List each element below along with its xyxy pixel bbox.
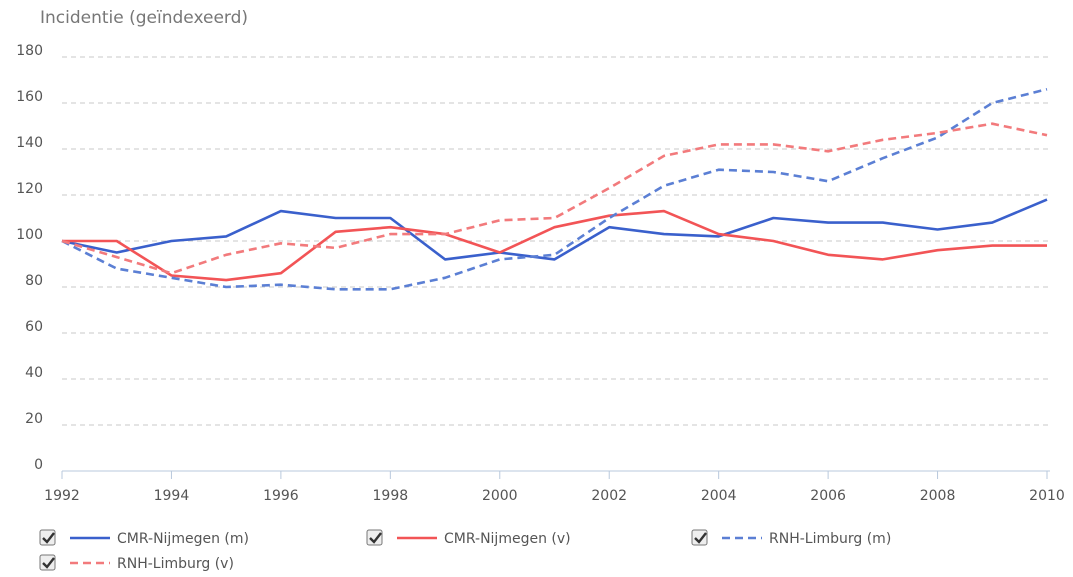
series-line	[62, 209, 1047, 282]
y-tick-label: 100	[16, 227, 43, 243]
y-tick-label: 140	[16, 135, 43, 151]
x-tick-label: 2006	[810, 488, 846, 504]
x-tick-label: 1996	[263, 488, 299, 504]
legend-checkbox[interactable]	[366, 529, 383, 546]
y-axis-title: Incidentie (geïndexeerd)	[40, 8, 248, 28]
legend-checkbox[interactable]	[39, 554, 56, 571]
x-tick-label: 1994	[154, 488, 190, 504]
y-tick-label: 120	[16, 181, 43, 197]
series-line	[61, 122, 1048, 275]
legend-label[interactable]: CMR-Nijmegen (m)	[117, 531, 249, 547]
legend-checkbox[interactable]	[39, 529, 56, 546]
y-tick-label: 0	[34, 457, 43, 473]
x-tick-label: 2004	[701, 488, 737, 504]
y-tick-label: 160	[16, 89, 43, 105]
series-line	[61, 198, 1048, 261]
y-tick-label: 80	[25, 273, 43, 289]
y-tick-label: 40	[25, 365, 43, 381]
legend-label[interactable]: RNH-Limburg (v)	[117, 556, 234, 572]
checkmark	[369, 532, 382, 544]
x-tick-label: 2010	[1029, 488, 1065, 504]
y-tick-label: 180	[16, 43, 43, 59]
series-line	[61, 87, 1048, 291]
checkmark	[694, 532, 707, 544]
x-tick-label: 1998	[373, 488, 409, 504]
x-tick-label: 2002	[591, 488, 627, 504]
y-tick-label: 60	[25, 319, 43, 335]
x-tick-label: 1992	[44, 488, 80, 504]
y-tick-label: 20	[25, 411, 43, 427]
x-tick-label: 2008	[920, 488, 956, 504]
x-tick-label: 2000	[482, 488, 518, 504]
checkmark	[42, 532, 55, 544]
checkmark	[42, 557, 55, 569]
legend-checkbox[interactable]	[691, 529, 708, 546]
legend-label[interactable]: CMR-Nijmegen (v)	[444, 531, 571, 547]
legend-label[interactable]: RNH-Limburg (m)	[769, 531, 891, 547]
